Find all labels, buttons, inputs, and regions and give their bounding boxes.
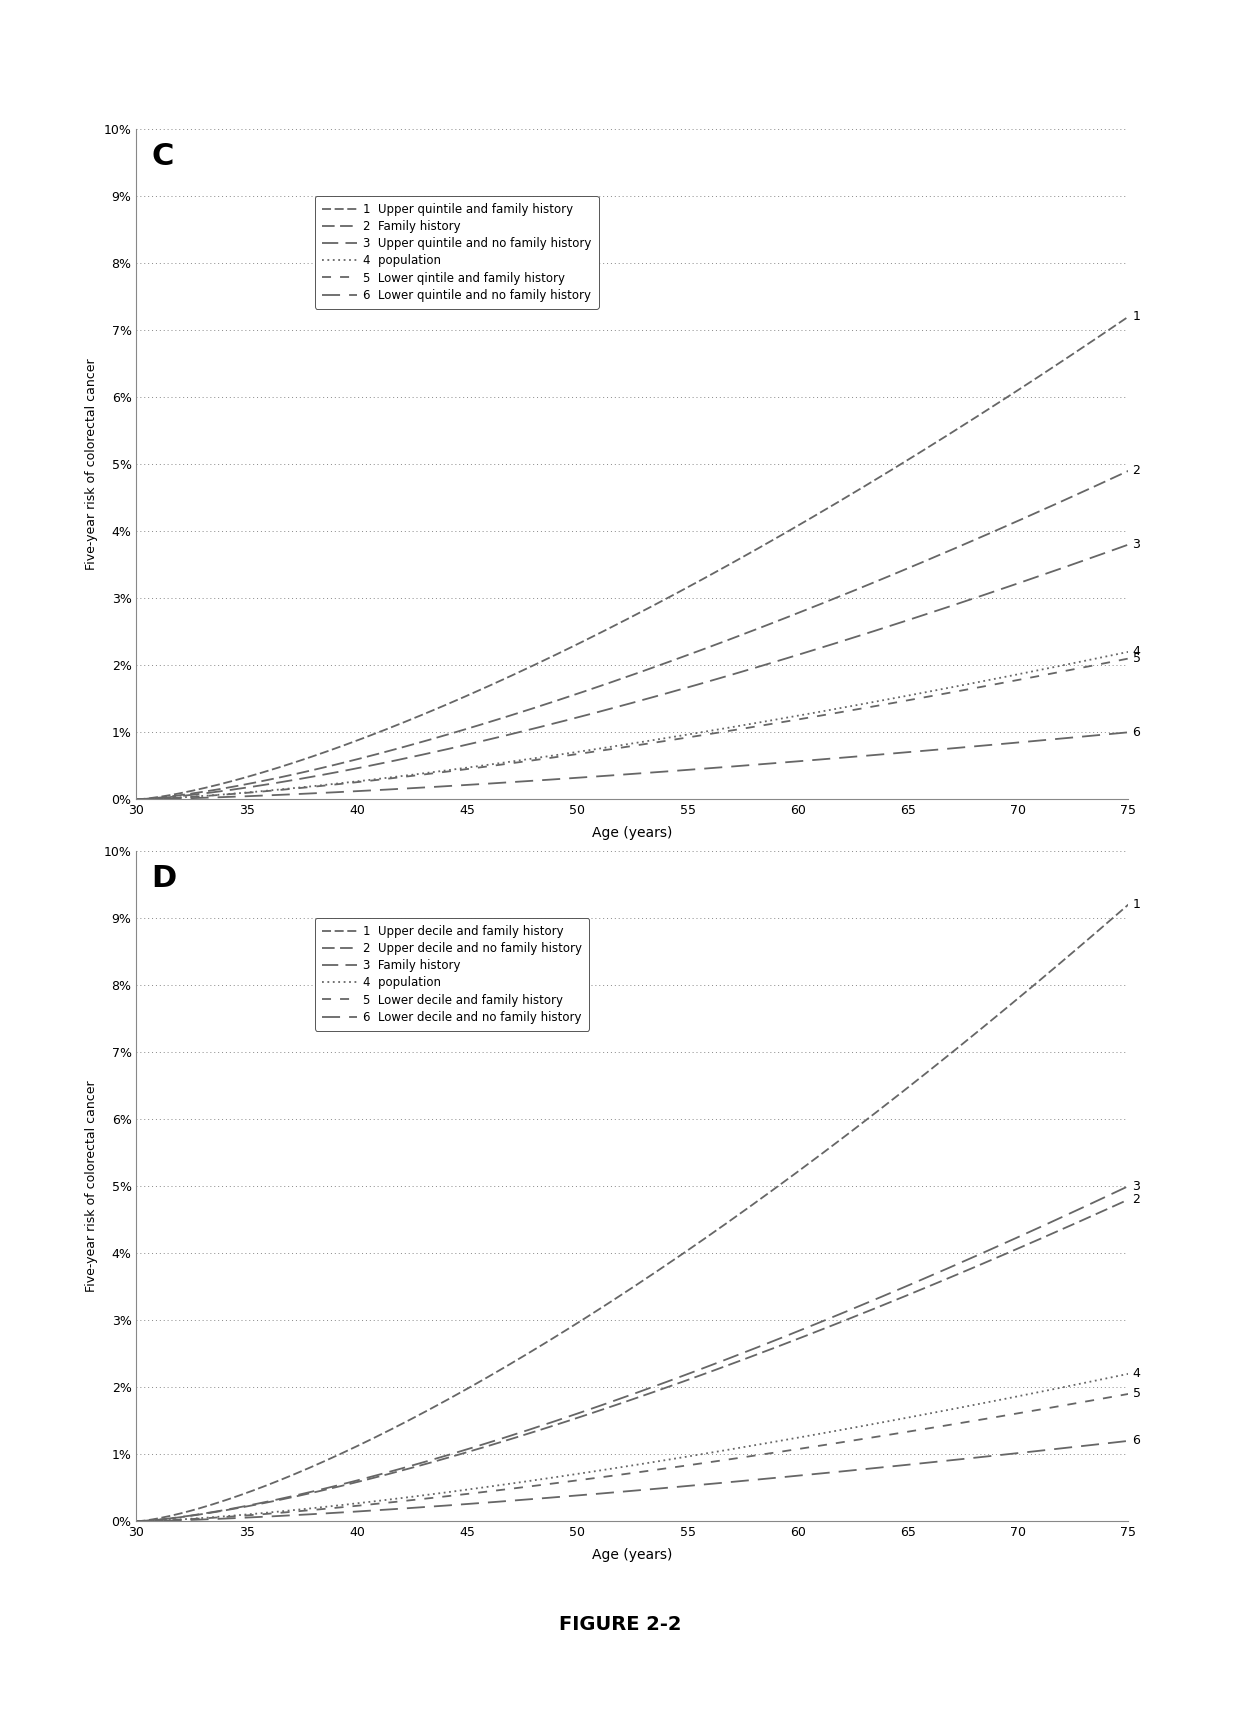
Text: 4: 4 [1132,1367,1141,1380]
Text: 5: 5 [1132,1387,1141,1401]
Text: 1: 1 [1132,897,1141,911]
Text: FIGURE 2-2: FIGURE 2-2 [559,1614,681,1635]
Text: 3: 3 [1132,1179,1141,1193]
Y-axis label: Five-year risk of colorectal cancer: Five-year risk of colorectal cancer [86,1080,98,1293]
Text: 1: 1 [1132,309,1141,323]
X-axis label: Age (years): Age (years) [593,825,672,839]
Text: 2: 2 [1132,464,1141,478]
X-axis label: Age (years): Age (years) [593,1547,672,1561]
Text: 6: 6 [1132,1434,1141,1447]
Text: 3: 3 [1132,538,1141,552]
Text: C: C [151,143,174,172]
Legend: 1  Upper decile and family history, 2  Upper decile and no family history, 3  Fa: 1 Upper decile and family history, 2 Upp… [315,918,589,1031]
Text: 2: 2 [1132,1193,1141,1207]
Text: 5: 5 [1132,652,1141,665]
Text: D: D [151,865,176,894]
Y-axis label: Five-year risk of colorectal cancer: Five-year risk of colorectal cancer [86,358,98,571]
Legend: 1  Upper quintile and family history, 2  Family history, 3  Upper quintile and n: 1 Upper quintile and family history, 2 F… [315,196,599,309]
Text: 6: 6 [1132,725,1141,739]
Text: 4: 4 [1132,645,1141,658]
